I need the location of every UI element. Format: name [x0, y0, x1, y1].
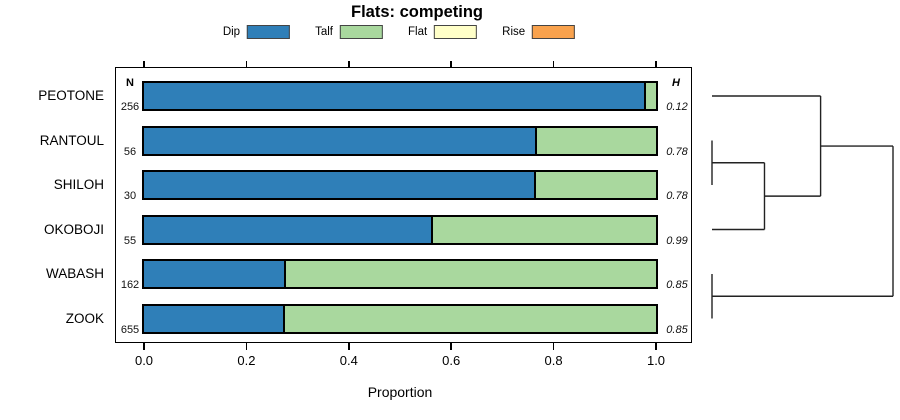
x-axis-tick-top — [143, 60, 145, 67]
x-axis-tick-top — [552, 60, 555, 67]
x-axis-tick-bottom — [450, 343, 452, 350]
bar-segment-talf — [534, 172, 656, 198]
bar-row — [142, 81, 658, 111]
h-value: 0.78 — [666, 190, 688, 202]
bar-segment-talf — [644, 83, 656, 109]
bar-segment-dip — [144, 127, 536, 154]
x-axis-tick-label: 0.6 — [442, 353, 461, 368]
x-axis-tick-bottom — [245, 343, 248, 350]
x-axis-title: Proportion — [367, 384, 433, 400]
legend-item-flat: Flat — [407, 25, 478, 39]
row-label-shiloh: SHILOH — [53, 177, 104, 192]
h-value: 0.12 — [666, 101, 688, 113]
n-value: 30 — [123, 190, 137, 202]
legend-item-rise: Rise — [502, 25, 576, 39]
bar-segment-talf — [283, 261, 656, 287]
bar-segment-talf — [282, 305, 656, 332]
n-value: 56 — [123, 145, 137, 158]
x-axis-tick-label: 0.4 — [339, 353, 358, 368]
legend-item-dip: Dip — [222, 25, 291, 39]
x-axis-tick-bottom — [348, 343, 350, 350]
x-axis-tick-label: 0.2 — [237, 353, 256, 368]
bar-segment-dip — [144, 261, 284, 287]
x-axis-tick-label: 0.8 — [544, 353, 563, 368]
bar-row — [142, 259, 658, 289]
h-column-header: H — [672, 77, 680, 89]
row-label-okoboji: OKOBOJI — [43, 221, 104, 237]
x-axis-tick-top — [450, 60, 452, 67]
legend-label: Rise — [502, 26, 526, 38]
bar-row — [142, 170, 658, 200]
row-label-wabash: WABASH — [45, 266, 104, 281]
x-axis-tick-label: 0.0 — [134, 353, 154, 368]
n-column-header: N — [126, 77, 134, 89]
bar-row — [142, 303, 658, 334]
legend-label: Talf — [315, 26, 333, 38]
n-value: 256 — [120, 101, 140, 113]
legend-swatch-icon — [434, 25, 478, 39]
legend-label: Flat — [407, 26, 428, 38]
bar-segment-dip — [144, 83, 645, 109]
x-axis-tick-top — [348, 60, 350, 67]
chart-title: Flats: competing — [350, 3, 484, 21]
row-label-zook: ZOOK — [65, 310, 104, 326]
row-label-rantoul: RANTOUL — [39, 132, 104, 148]
legend-swatch-icon — [247, 25, 291, 39]
bar-segment-dip — [144, 216, 431, 243]
n-value: 55 — [123, 234, 137, 247]
plot-panel — [115, 67, 692, 343]
x-axis-tick-top — [655, 60, 657, 67]
legend-swatch-icon — [339, 25, 383, 39]
legend-swatch-icon — [532, 25, 576, 39]
h-value: 0.85 — [666, 323, 688, 336]
x-axis-tick-label: 1.0 — [646, 353, 666, 368]
h-value: 0.78 — [666, 145, 688, 158]
n-value: 655 — [120, 323, 140, 336]
x-axis-tick-bottom — [655, 343, 657, 350]
bar-segment-dip — [144, 172, 535, 198]
bar-row — [142, 125, 658, 156]
x-axis-tick-bottom — [143, 343, 145, 350]
n-value: 162 — [120, 279, 140, 291]
h-value: 0.99 — [666, 234, 688, 247]
legend-label: Dip — [222, 26, 241, 38]
bar-row — [142, 214, 658, 245]
bar-segment-talf — [430, 216, 656, 243]
h-value: 0.85 — [666, 279, 688, 291]
legend-item-talf: Talf — [315, 25, 383, 39]
legend: Dip Talf Flat Rise — [222, 25, 576, 39]
x-axis-tick-bottom — [552, 343, 555, 350]
bar-segment-talf — [535, 127, 656, 154]
bar-segment-dip — [144, 305, 283, 332]
x-axis-tick-top — [245, 60, 248, 67]
row-label-peotone: PEOTONE — [38, 88, 104, 103]
